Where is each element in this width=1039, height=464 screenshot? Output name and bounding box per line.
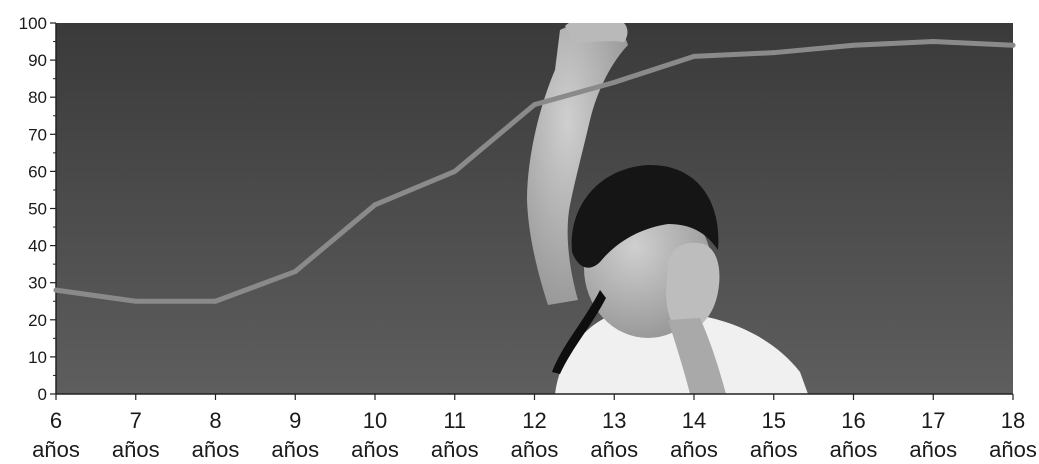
- boy-figure: [527, 23, 808, 394]
- y-tick-label: 10: [28, 348, 47, 367]
- data-point: [1010, 42, 1016, 48]
- data-point: [372, 202, 378, 208]
- y-tick-label: 0: [38, 385, 47, 404]
- x-tick-label-unit: años: [750, 437, 798, 462]
- x-tick-label-unit: años: [271, 437, 319, 462]
- y-tick-label: 100: [19, 14, 47, 33]
- x-tick-label-unit: años: [989, 437, 1037, 462]
- lower-arm: [668, 318, 726, 394]
- x-tick-label-age: 17: [921, 408, 945, 433]
- x-tick-label-unit: años: [351, 437, 399, 462]
- x-tick-label-age: 8: [209, 408, 221, 433]
- x-tick-label-unit: años: [431, 437, 479, 462]
- data-point: [532, 102, 537, 108]
- data-point: [292, 269, 298, 275]
- data-point: [53, 287, 59, 293]
- x-tick-label-age: 9: [289, 408, 301, 433]
- y-tick-label: 80: [28, 88, 47, 107]
- x-axis-ticks: 6 años 7 años 8 años 9 años 10 años 11 años 12 años 13…: [32, 394, 1037, 462]
- phone-strap: [552, 290, 606, 374]
- data-point: [930, 39, 936, 45]
- x-tick-label-age: 13: [602, 408, 626, 433]
- x-tick-label-age: 7: [130, 408, 142, 433]
- y-tick-label: 40: [28, 237, 47, 256]
- x-tick-label-unit: años: [590, 437, 638, 462]
- x-tick-label-unit: años: [192, 437, 240, 462]
- data-point: [771, 50, 777, 56]
- raised-arm: [527, 23, 628, 305]
- x-tick-label-unit: años: [32, 437, 80, 462]
- x-tick-label-unit: años: [830, 437, 878, 462]
- data-point: [452, 168, 458, 174]
- background-photo: [56, 23, 1013, 394]
- hand-on-cheek: [666, 242, 720, 334]
- hair: [571, 164, 719, 268]
- x-tick-label-unit: años: [909, 437, 957, 462]
- data-point: [213, 298, 218, 304]
- data-point: [691, 53, 697, 59]
- x-tick-label-age: 16: [841, 408, 865, 433]
- x-axis: 6 años 7 años 8 años 9 años 10 años 11 años 12 años 13…: [32, 393, 1037, 462]
- x-tick-label-age: 14: [682, 408, 706, 433]
- y-tick-label: 20: [28, 311, 47, 330]
- data-point: [611, 79, 617, 85]
- x-tick-label-age: 11: [443, 408, 466, 433]
- x-tick-label-age: 10: [363, 408, 387, 433]
- data-point: [133, 298, 139, 304]
- hand-top: [565, 23, 628, 44]
- y-tick-label: 90: [28, 51, 47, 70]
- x-tick-label-unit: años: [511, 437, 559, 462]
- x-tick-label-unit: años: [670, 437, 718, 462]
- y-tick-label: 70: [28, 125, 47, 144]
- y-axis-ticks: 0 10 20 30 40 50 60 70 80 90 100: [19, 14, 56, 404]
- x-tick-label-age: 12: [522, 408, 546, 433]
- y-tick-label: 30: [28, 274, 47, 293]
- y-axis: 0 10 20 30 40 50 60 70 80 90 100: [19, 14, 57, 404]
- series-layer: [53, 39, 1016, 304]
- x-tick-label-age: 15: [762, 408, 786, 433]
- y-tick-label: 50: [28, 200, 47, 219]
- data-point: [851, 42, 856, 48]
- x-tick-label-age: 6: [50, 408, 62, 433]
- x-tick-label-unit: años: [112, 437, 160, 462]
- x-tick-label-age: 18: [1001, 408, 1025, 433]
- y-tick-label: 60: [28, 162, 47, 181]
